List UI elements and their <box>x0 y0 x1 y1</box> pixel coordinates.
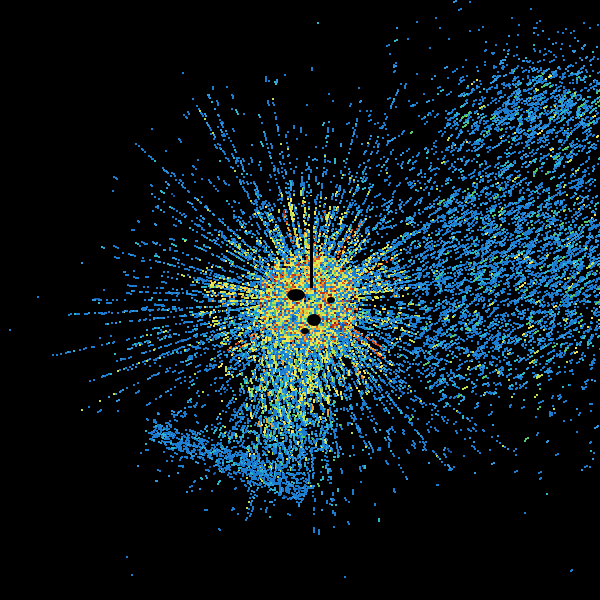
radar-reflectivity-canvas <box>0 0 600 600</box>
radar-display <box>0 0 600 600</box>
